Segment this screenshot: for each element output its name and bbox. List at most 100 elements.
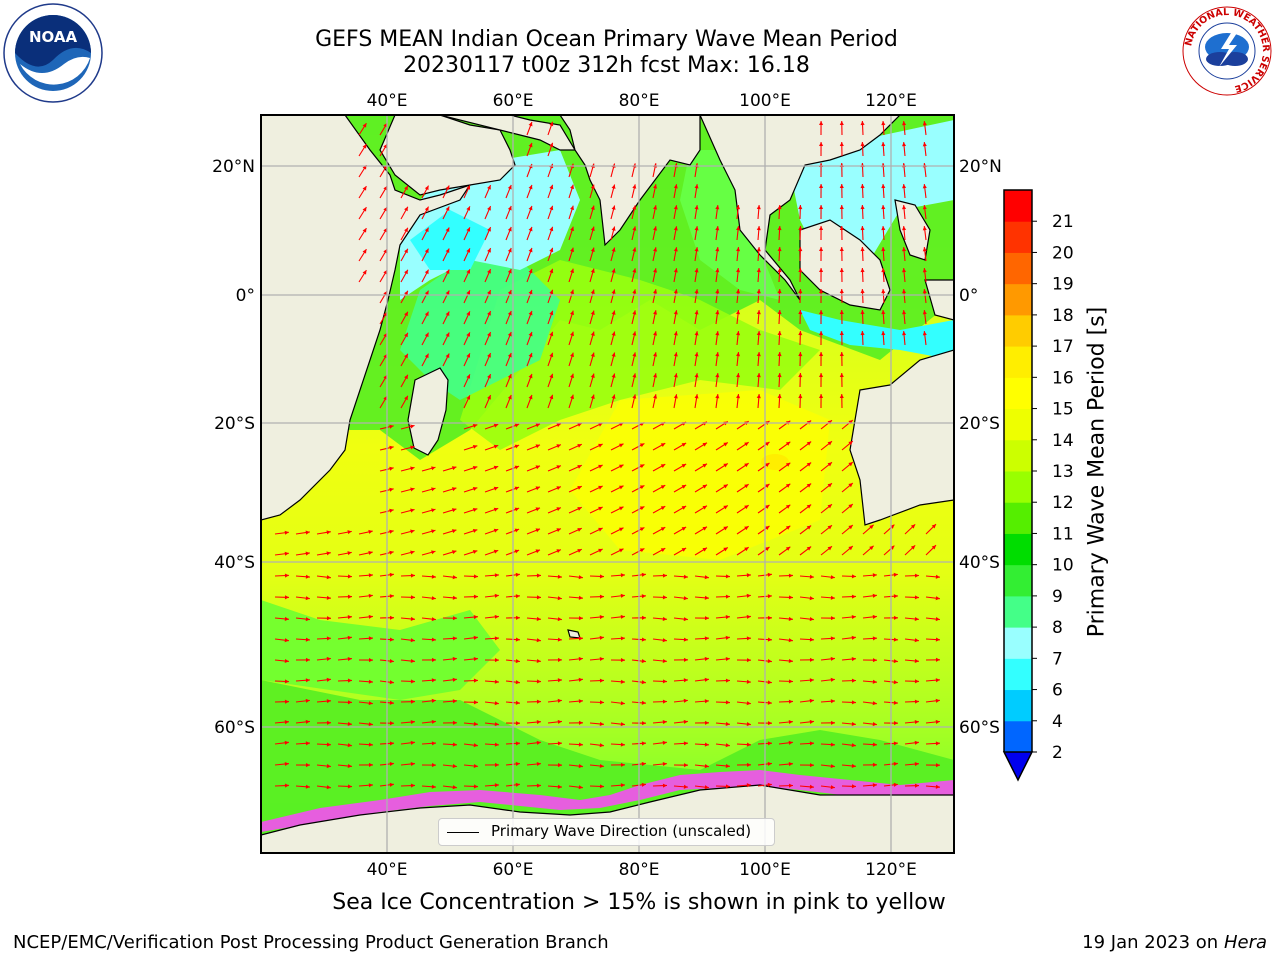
wave-direction-arrowhead (590, 226, 595, 231)
wave-direction-arrowhead (860, 205, 865, 210)
wave-direction-arrowhead (389, 594, 394, 599)
wave-direction-arrowhead (284, 658, 289, 664)
wave-direction-arrowhead (431, 529, 436, 534)
wave-direction-arrowhead (683, 617, 688, 622)
wave-direction-arrowhead (902, 205, 907, 210)
wave-direction-arrowhead (424, 311, 429, 317)
wave-direction-arrowhead (725, 721, 730, 727)
wave-direction-arrowhead (383, 311, 388, 317)
wave-direction-arrowhead (756, 247, 761, 252)
wave-direction-arrowhead (819, 352, 824, 357)
wave-direction-arrowhead (746, 636, 751, 641)
wave-direction-arrowhead (305, 719, 310, 724)
colorbar-segment (1004, 377, 1032, 410)
wave-direction-arrowhead (723, 484, 728, 489)
wave-direction-arrowhead (756, 205, 761, 210)
wave-direction-arrowhead (620, 658, 625, 663)
wave-direction-arrowhead (620, 636, 625, 641)
wave-direction-arrowhead (620, 614, 625, 619)
wave-direction-arrowhead (848, 483, 853, 488)
wave-direction-arrowhead (893, 615, 898, 620)
wave-direction-arrowhead (326, 595, 331, 600)
wave-direction-arrowhead (872, 701, 877, 706)
wave-direction-arrowhead (515, 659, 520, 664)
wave-direction-arrowhead (839, 184, 844, 189)
wave-direction-arrowhead (809, 698, 814, 703)
wave-direction-arrowhead (431, 637, 436, 642)
wave-direction-arrowhead (410, 616, 415, 621)
wave-direction-arrowhead (590, 331, 595, 336)
wave-direction-arrowhead (767, 782, 772, 787)
wave-direction-arrowhead (598, 548, 603, 553)
wave-direction-arrowhead (704, 720, 709, 725)
wave-direction-arrowhead (536, 699, 541, 704)
wave-direction-arrowhead (383, 332, 388, 338)
wave-direction-arrowhead (785, 483, 791, 488)
colorbar-tick-label: 19 (1052, 275, 1074, 295)
wave-direction-arrowhead (424, 248, 429, 254)
wave-direction-arrowhead (922, 184, 927, 189)
wave-direction-arrowhead (598, 443, 603, 448)
wave-direction-arrowhead (528, 247, 533, 253)
wave-direction-arrowhead (809, 741, 814, 746)
wave-direction-arrowhead (653, 226, 658, 231)
wave-direction-arrowhead (431, 678, 436, 683)
wave-direction-arrowhead (410, 466, 415, 471)
wave-direction-arrowhead (445, 311, 450, 316)
wave-direction-arrowhead (798, 352, 803, 357)
wave-direction-arrowhead (487, 290, 491, 295)
wave-direction-arrowhead (746, 658, 751, 663)
wave-direction-arrowhead (806, 504, 812, 509)
wave-direction-arrowhead (767, 741, 772, 746)
wave-direction-arrowhead (702, 547, 707, 552)
wave-direction-arrowhead (536, 658, 541, 664)
wave-direction-arrowhead (632, 310, 637, 315)
wave-direction-arrowhead (431, 550, 436, 555)
lon-labels-top: 40°E 60°E 80°E 100°E 120°E (367, 91, 917, 111)
period-region-cyan-indonesia (800, 310, 954, 360)
wave-direction-arrowhead (570, 268, 574, 274)
wave-direction-arrowhead (383, 353, 388, 359)
wave-direction-arrowhead (788, 595, 793, 600)
wave-direction-arrowhead (881, 226, 886, 231)
wave-direction-arrowhead (389, 741, 394, 746)
wave-direction-arrowhead (777, 373, 782, 378)
wave-direction-arrowhead (902, 268, 907, 273)
wave-direction-arrowhead (736, 226, 741, 231)
wave-direction-arrowhead (653, 247, 658, 252)
wave-direction-arrowhead (798, 394, 803, 399)
wave-direction-arrowhead (383, 185, 388, 191)
wave-direction-arrowhead (725, 615, 730, 620)
colorbar-tick-label: 14 (1052, 431, 1074, 451)
wave-direction-arrowhead (893, 782, 898, 787)
wave-direction-arrowhead (715, 310, 720, 315)
wave-direction-arrowhead (472, 507, 478, 512)
wave-direction-arrowhead (536, 638, 541, 643)
wave-direction-arrowhead (725, 594, 730, 599)
wave-direction-arrowhead (305, 596, 310, 601)
wave-direction-arrowhead (788, 638, 793, 643)
wave-direction-arrowhead (472, 486, 478, 491)
wave-direction-arrowhead (788, 679, 793, 684)
wave-direction-arrowhead (452, 764, 457, 769)
wave-direction-arrowhead (556, 444, 561, 449)
wave-direction-arrowhead (767, 572, 772, 577)
wave-direction-arrowhead (445, 248, 450, 253)
wave-direction-arrowhead (590, 205, 595, 210)
wave-direction-arrowhead (639, 464, 645, 469)
wave-direction-arrowhead (389, 700, 394, 705)
wave-direction-arrowhead (736, 394, 741, 399)
wave-direction-arrowhead (611, 268, 616, 273)
wave-direction-arrowhead (347, 700, 352, 705)
wave-direction-arrowhead (767, 700, 772, 705)
wave-direction-arrowhead (466, 248, 471, 253)
wave-direction-arrowhead (452, 785, 457, 790)
wave-direction-arrowhead (736, 268, 741, 273)
wave-direction-arrowhead (935, 741, 940, 746)
wave-direction-arrowhead (702, 526, 707, 531)
wave-direction-arrowhead (788, 719, 793, 725)
wave-direction-arrowhead (641, 637, 646, 642)
wave-direction-arrowhead (639, 506, 645, 511)
wave-direction-arrowhead (860, 184, 865, 189)
wave-direction-arrowhead (389, 680, 394, 685)
